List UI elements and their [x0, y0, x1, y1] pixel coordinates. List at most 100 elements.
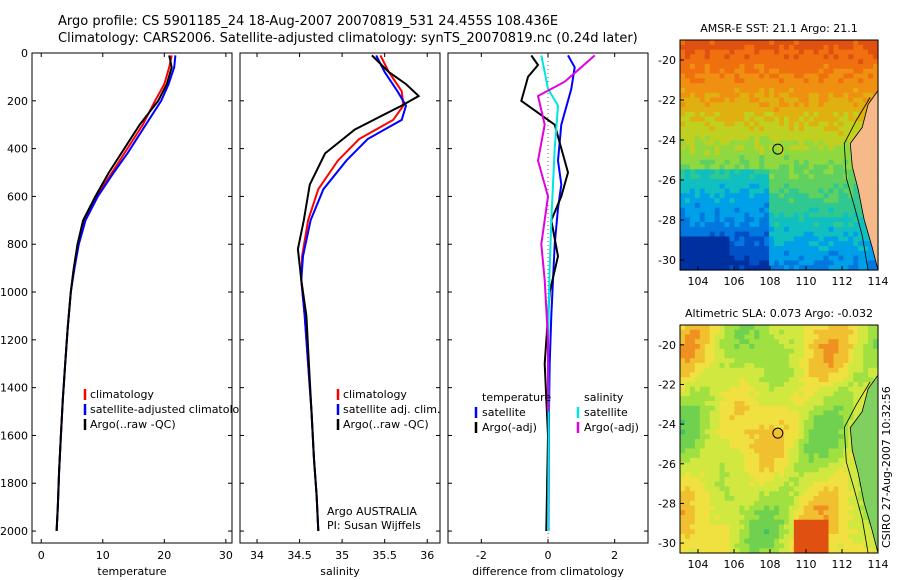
- map-cell: [694, 353, 701, 359]
- map-cell: [843, 73, 849, 79]
- map-cell: [744, 159, 750, 166]
- map-cell: [699, 472, 706, 478]
- map-cell: [823, 169, 830, 175]
- map-cell: [774, 178, 780, 185]
- map-cell: [833, 207, 839, 214]
- map-x-tick-label: 106: [724, 558, 745, 571]
- map-cell: [838, 405, 844, 412]
- map-cell: [769, 183, 775, 190]
- map-cell: [808, 467, 815, 473]
- map-cell: [680, 63, 686, 70]
- map-cell: [694, 477, 701, 483]
- map-cell: [803, 363, 810, 369]
- map-cell: [848, 68, 854, 75]
- map-cell: [714, 344, 721, 350]
- map-cell: [694, 63, 701, 70]
- map-cell: [868, 59, 874, 65]
- map-cell: [779, 49, 785, 55]
- map-cell: [808, 68, 815, 75]
- map-cell: [719, 265, 726, 271]
- map-cell: [694, 131, 701, 137]
- map-cell: [838, 59, 844, 65]
- map-cell: [734, 183, 740, 190]
- map-cell: [719, 367, 726, 374]
- map-cell: [724, 481, 731, 488]
- map-cell: [873, 73, 879, 79]
- map-cell: [709, 358, 716, 364]
- map-cell: [734, 193, 740, 199]
- map-cell: [823, 529, 830, 535]
- map-cell: [714, 231, 721, 238]
- map-cell: [779, 193, 785, 199]
- map-cell: [783, 49, 790, 55]
- map-cell: [838, 193, 844, 199]
- map-cell: [764, 188, 770, 194]
- map-cell: [803, 250, 810, 257]
- map-cell: [694, 424, 701, 431]
- map-cell: [818, 150, 825, 156]
- map-cell: [793, 334, 800, 340]
- map-cell: [734, 367, 740, 374]
- map-cell: [734, 420, 740, 426]
- map-cell: [818, 448, 825, 454]
- map-cell: [719, 198, 726, 204]
- map-cell: [793, 241, 800, 247]
- map-cell: [858, 329, 864, 336]
- map-cell: [680, 491, 686, 497]
- map-cell: [684, 515, 691, 521]
- map-cell: [774, 83, 780, 89]
- map-cell: [680, 145, 686, 151]
- map-cell: [684, 83, 691, 89]
- map-cell: [843, 68, 849, 75]
- map-cell: [714, 111, 721, 118]
- map-cell: [724, 169, 731, 175]
- map-cell: [858, 207, 864, 214]
- map-cell: [793, 121, 800, 127]
- map-cell: [853, 391, 859, 397]
- map-cell: [764, 78, 770, 84]
- map-cell: [709, 339, 716, 345]
- map-cell: [749, 63, 755, 70]
- map-cell: [709, 524, 716, 530]
- map-cell: [838, 515, 844, 521]
- map-cell: [709, 386, 716, 393]
- map-cell: [803, 500, 810, 507]
- map-cell: [759, 510, 765, 516]
- map-cell: [739, 193, 745, 199]
- map-cell: [823, 358, 830, 364]
- map-cell: [739, 68, 745, 75]
- map-cell: [709, 462, 716, 469]
- map-cell: [714, 54, 721, 60]
- map-cell: [734, 102, 740, 108]
- map-cell: [719, 255, 726, 262]
- map-cell: [853, 97, 859, 103]
- map-cell: [868, 329, 874, 336]
- map-cell: [833, 202, 839, 209]
- map-cell: [774, 49, 780, 55]
- map-cell: [754, 260, 760, 266]
- map-cell: [808, 250, 815, 257]
- map-cell: [714, 222, 721, 228]
- map-cell: [699, 439, 706, 445]
- map-cell: [764, 44, 770, 51]
- map-cell: [783, 178, 790, 185]
- map-cell: [739, 391, 745, 397]
- map-cell: [704, 405, 711, 412]
- map-cell: [749, 255, 755, 262]
- map-cell: [838, 325, 844, 331]
- map-cell: [779, 443, 785, 450]
- map-cell: [808, 207, 815, 214]
- map-cell: [833, 87, 839, 94]
- map-cell: [828, 524, 835, 530]
- map-cell: [813, 212, 820, 218]
- map-cell: [788, 439, 795, 445]
- map-cell: [838, 448, 844, 454]
- map-cell: [680, 344, 686, 350]
- map-cell: [813, 54, 820, 60]
- map-cell: [788, 135, 795, 142]
- map-cell: [699, 193, 706, 199]
- map-cell: [783, 443, 790, 450]
- map-cell: [783, 353, 790, 359]
- map-cell: [823, 198, 830, 204]
- map-cell: [808, 217, 815, 223]
